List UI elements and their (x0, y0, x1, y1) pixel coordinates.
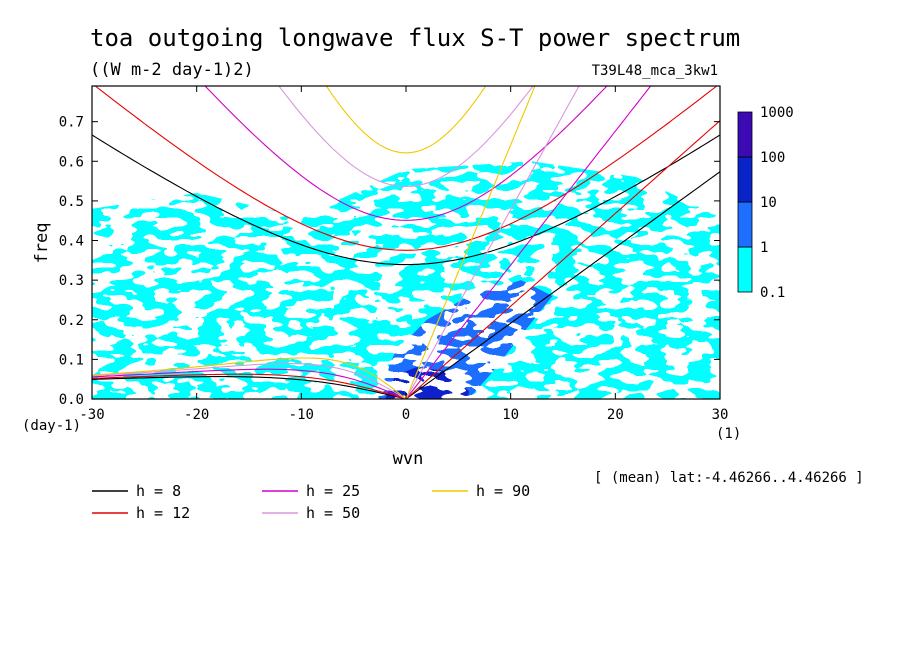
y-tick-label: 0.7 (59, 115, 84, 131)
x-tick-label: -30 (79, 407, 104, 423)
dispersion-12-group (92, 86, 720, 399)
y-tick-label: 0.2 (59, 313, 84, 329)
dispersion-8-group (92, 134, 720, 399)
dispersion-90-kelvin (405, 86, 536, 399)
dispersion-25-rossby (92, 368, 407, 399)
legend: h = 8 h = 12 h = 25 h = 50 h = 90 (92, 482, 530, 522)
power-field (92, 86, 720, 399)
x-tick-label: -10 (289, 407, 314, 423)
chart-title: toa outgoing longwave flux S-T power spe… (90, 24, 740, 52)
x-tick-label: 30 (712, 407, 729, 423)
x-tick-label: 0 (402, 407, 410, 423)
colorbar-segment (737, 111, 753, 158)
colorbar-label: 0.1 (760, 285, 785, 301)
y-tick-label: 0.5 (59, 194, 84, 210)
y-tick-label: 0.6 (59, 154, 84, 170)
dispersion-8-rossby (92, 376, 407, 399)
x-tick-label: -20 (184, 407, 209, 423)
colorbar-label: 100 (760, 150, 785, 166)
dispersion-12-inertia-gravity (94, 86, 718, 251)
y-tick-label: 0.1 (59, 352, 84, 368)
dispersion-25-kelvin (405, 86, 652, 399)
x-tick-label: 20 (607, 407, 624, 423)
dispersion-25-group (92, 86, 652, 399)
chart-units: ((W m-2 day-1)2) (90, 60, 254, 80)
plot-area: -30 -20 -10 0 10 20 30 0.0 0.1 0.2 0.3 0.4 0.5 0.6 0.… (59, 85, 729, 423)
y-tick-label: 0.4 (59, 234, 84, 250)
dispersion-25-inertia-gravity (204, 86, 608, 221)
y-unit-label: (day-1) (22, 418, 81, 434)
colorbar-segment (737, 246, 753, 293)
dispersion-50-inertia-gravity (278, 86, 534, 188)
x-axis-label: wvn (393, 449, 424, 469)
y-axis-label: freq (32, 223, 52, 264)
colorbar-segment (737, 201, 753, 248)
dispersion-8-kelvin (405, 171, 720, 399)
dispersion-90-rossby (92, 357, 407, 399)
legend-label: h = 25 (306, 482, 360, 500)
colorbar-label: 10 (760, 195, 777, 211)
x-unit-label: (1) (716, 426, 741, 442)
dispersion-8-inertia-gravity (92, 134, 720, 266)
dispersion-50-group (92, 86, 580, 399)
colorbar-label: 1 (760, 240, 768, 256)
colorbar-label: 1000 (760, 105, 794, 121)
colorbar: 0.1 1 10 100 1000 (737, 105, 794, 301)
legend-label: h = 12 (136, 504, 190, 522)
legend-label: h = 90 (476, 482, 530, 500)
y-tick-label: 0.0 (59, 392, 84, 408)
legend-label: h = 50 (306, 504, 360, 522)
dispersion-50-rossby (92, 363, 407, 399)
dispersion-12-rossby (92, 373, 407, 399)
dispersion-12-kelvin (405, 120, 720, 399)
dispersion-90-inertia-gravity (325, 86, 487, 154)
experiment-label: T39L48_mca_3kw1 (592, 63, 718, 79)
y-tick-label: 0.3 (59, 273, 84, 289)
x-tick-label: 10 (502, 407, 519, 423)
dispersion-90-group (92, 86, 536, 399)
legend-label: h = 8 (136, 482, 181, 500)
region-note: [ (mean) lat:-4.46266..4.46266 ] (594, 470, 864, 486)
power-region-1 (92, 161, 720, 399)
dispersion-50-kelvin (405, 86, 580, 399)
colorbar-segment (737, 156, 753, 203)
